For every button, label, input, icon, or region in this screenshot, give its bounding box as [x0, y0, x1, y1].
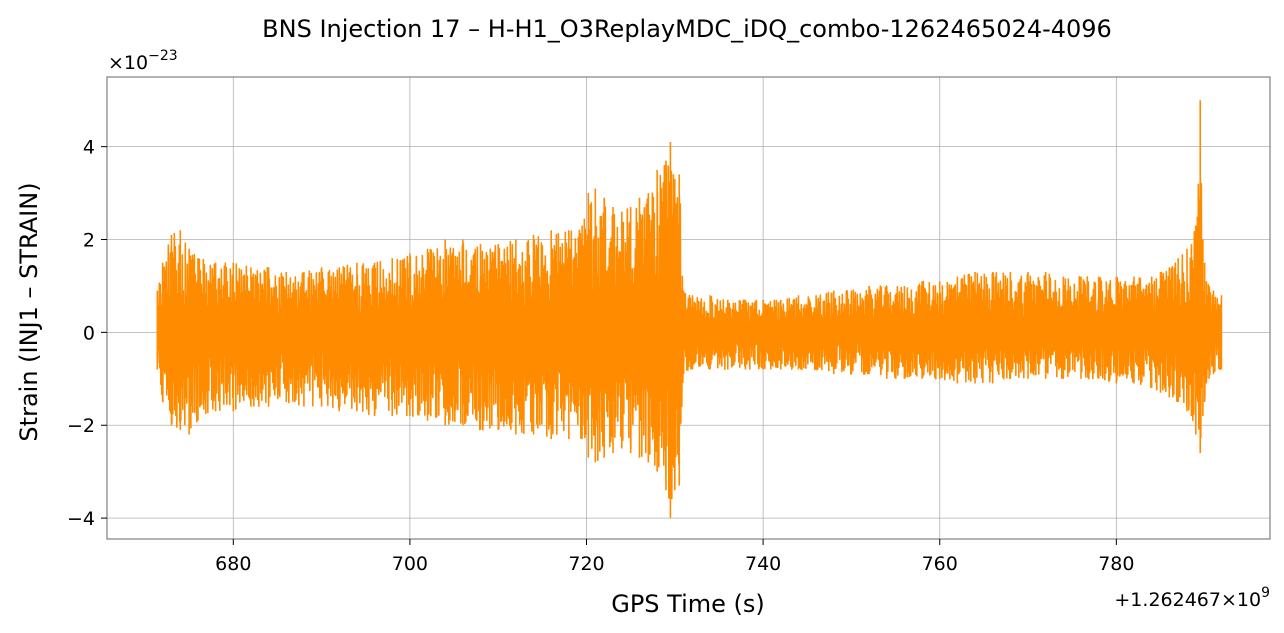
y-tick-label: 2	[83, 230, 95, 252]
x-tick-label: 740	[745, 553, 781, 575]
y-axis-title: Strain (INJ1 – STRAIN)	[15, 182, 43, 441]
svg-text:×10−23: ×10−23	[108, 48, 178, 74]
y-multiplier-exponent: −23	[148, 48, 178, 64]
plot-area	[106, 76, 1271, 540]
x-tick-label: 780	[1098, 553, 1134, 575]
y-tick-label: 0	[83, 322, 95, 344]
y-axis-ticks: −4 −2 0 2 4	[67, 137, 107, 530]
x-offset-base: +1.262467×10	[1114, 589, 1261, 611]
x-tick-label: 700	[392, 553, 428, 575]
x-tick-label: 720	[568, 553, 604, 575]
x-axis-title: GPS Time (s)	[611, 590, 765, 618]
y-multiplier-base: ×10	[108, 52, 148, 74]
y-tick-label: 4	[83, 137, 95, 159]
y-tick-label: −2	[67, 415, 95, 437]
x-tick-label: 680	[215, 553, 251, 575]
svg-text:+1.262467×109: +1.262467×109	[1114, 585, 1270, 611]
x-axis-offset: +1.262467×109	[1114, 585, 1270, 611]
y-tick-label: −4	[67, 508, 95, 530]
y-axis-multiplier: ×10−23	[108, 48, 178, 74]
strain-series	[156, 100, 1223, 519]
chart-title: BNS Injection 17 – H-H1_O3ReplayMDC_iDQ_…	[262, 15, 1112, 43]
x-tick-label: 760	[922, 553, 958, 575]
x-axis-ticks: 680 700 720 740 760 780	[215, 539, 1134, 575]
x-offset-exponent: 9	[1261, 585, 1270, 601]
